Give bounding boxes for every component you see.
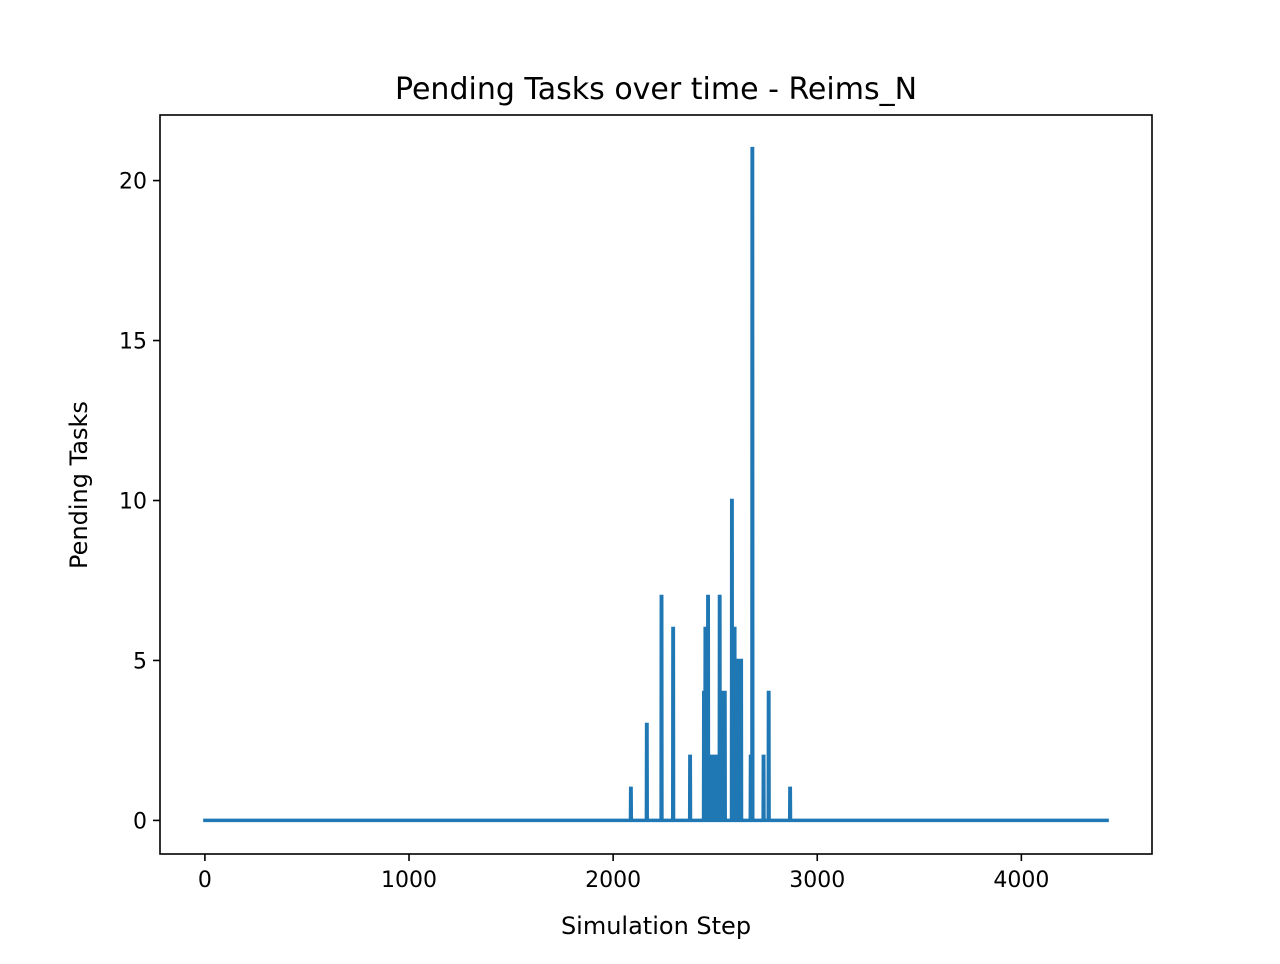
y-tick-label: 0 [133,809,147,834]
series-line-0 [203,146,1109,823]
plot-area [203,146,1109,823]
x-tick-label: 2000 [585,868,641,893]
y-tick-label: 15 [119,330,147,355]
axes-frame [159,114,1153,855]
y-tick-label: 20 [119,170,147,195]
y-tick-label: 5 [133,649,147,674]
x-tick-label: 4000 [993,868,1049,893]
x-tick-label: 3000 [789,868,845,893]
x-tick-label: 0 [198,868,212,893]
chart-title: Pending Tasks over time - Reims_N [395,72,917,107]
axis-ticks: 0 1000 2000 3000 4000 0 5 10 15 20 [119,170,1049,893]
y-tick-label: 10 [119,489,147,514]
x-axis-label: Simulation Step [561,912,751,940]
x-tick-label: 1000 [381,868,437,893]
y-axis-label: Pending Tasks [65,401,93,569]
